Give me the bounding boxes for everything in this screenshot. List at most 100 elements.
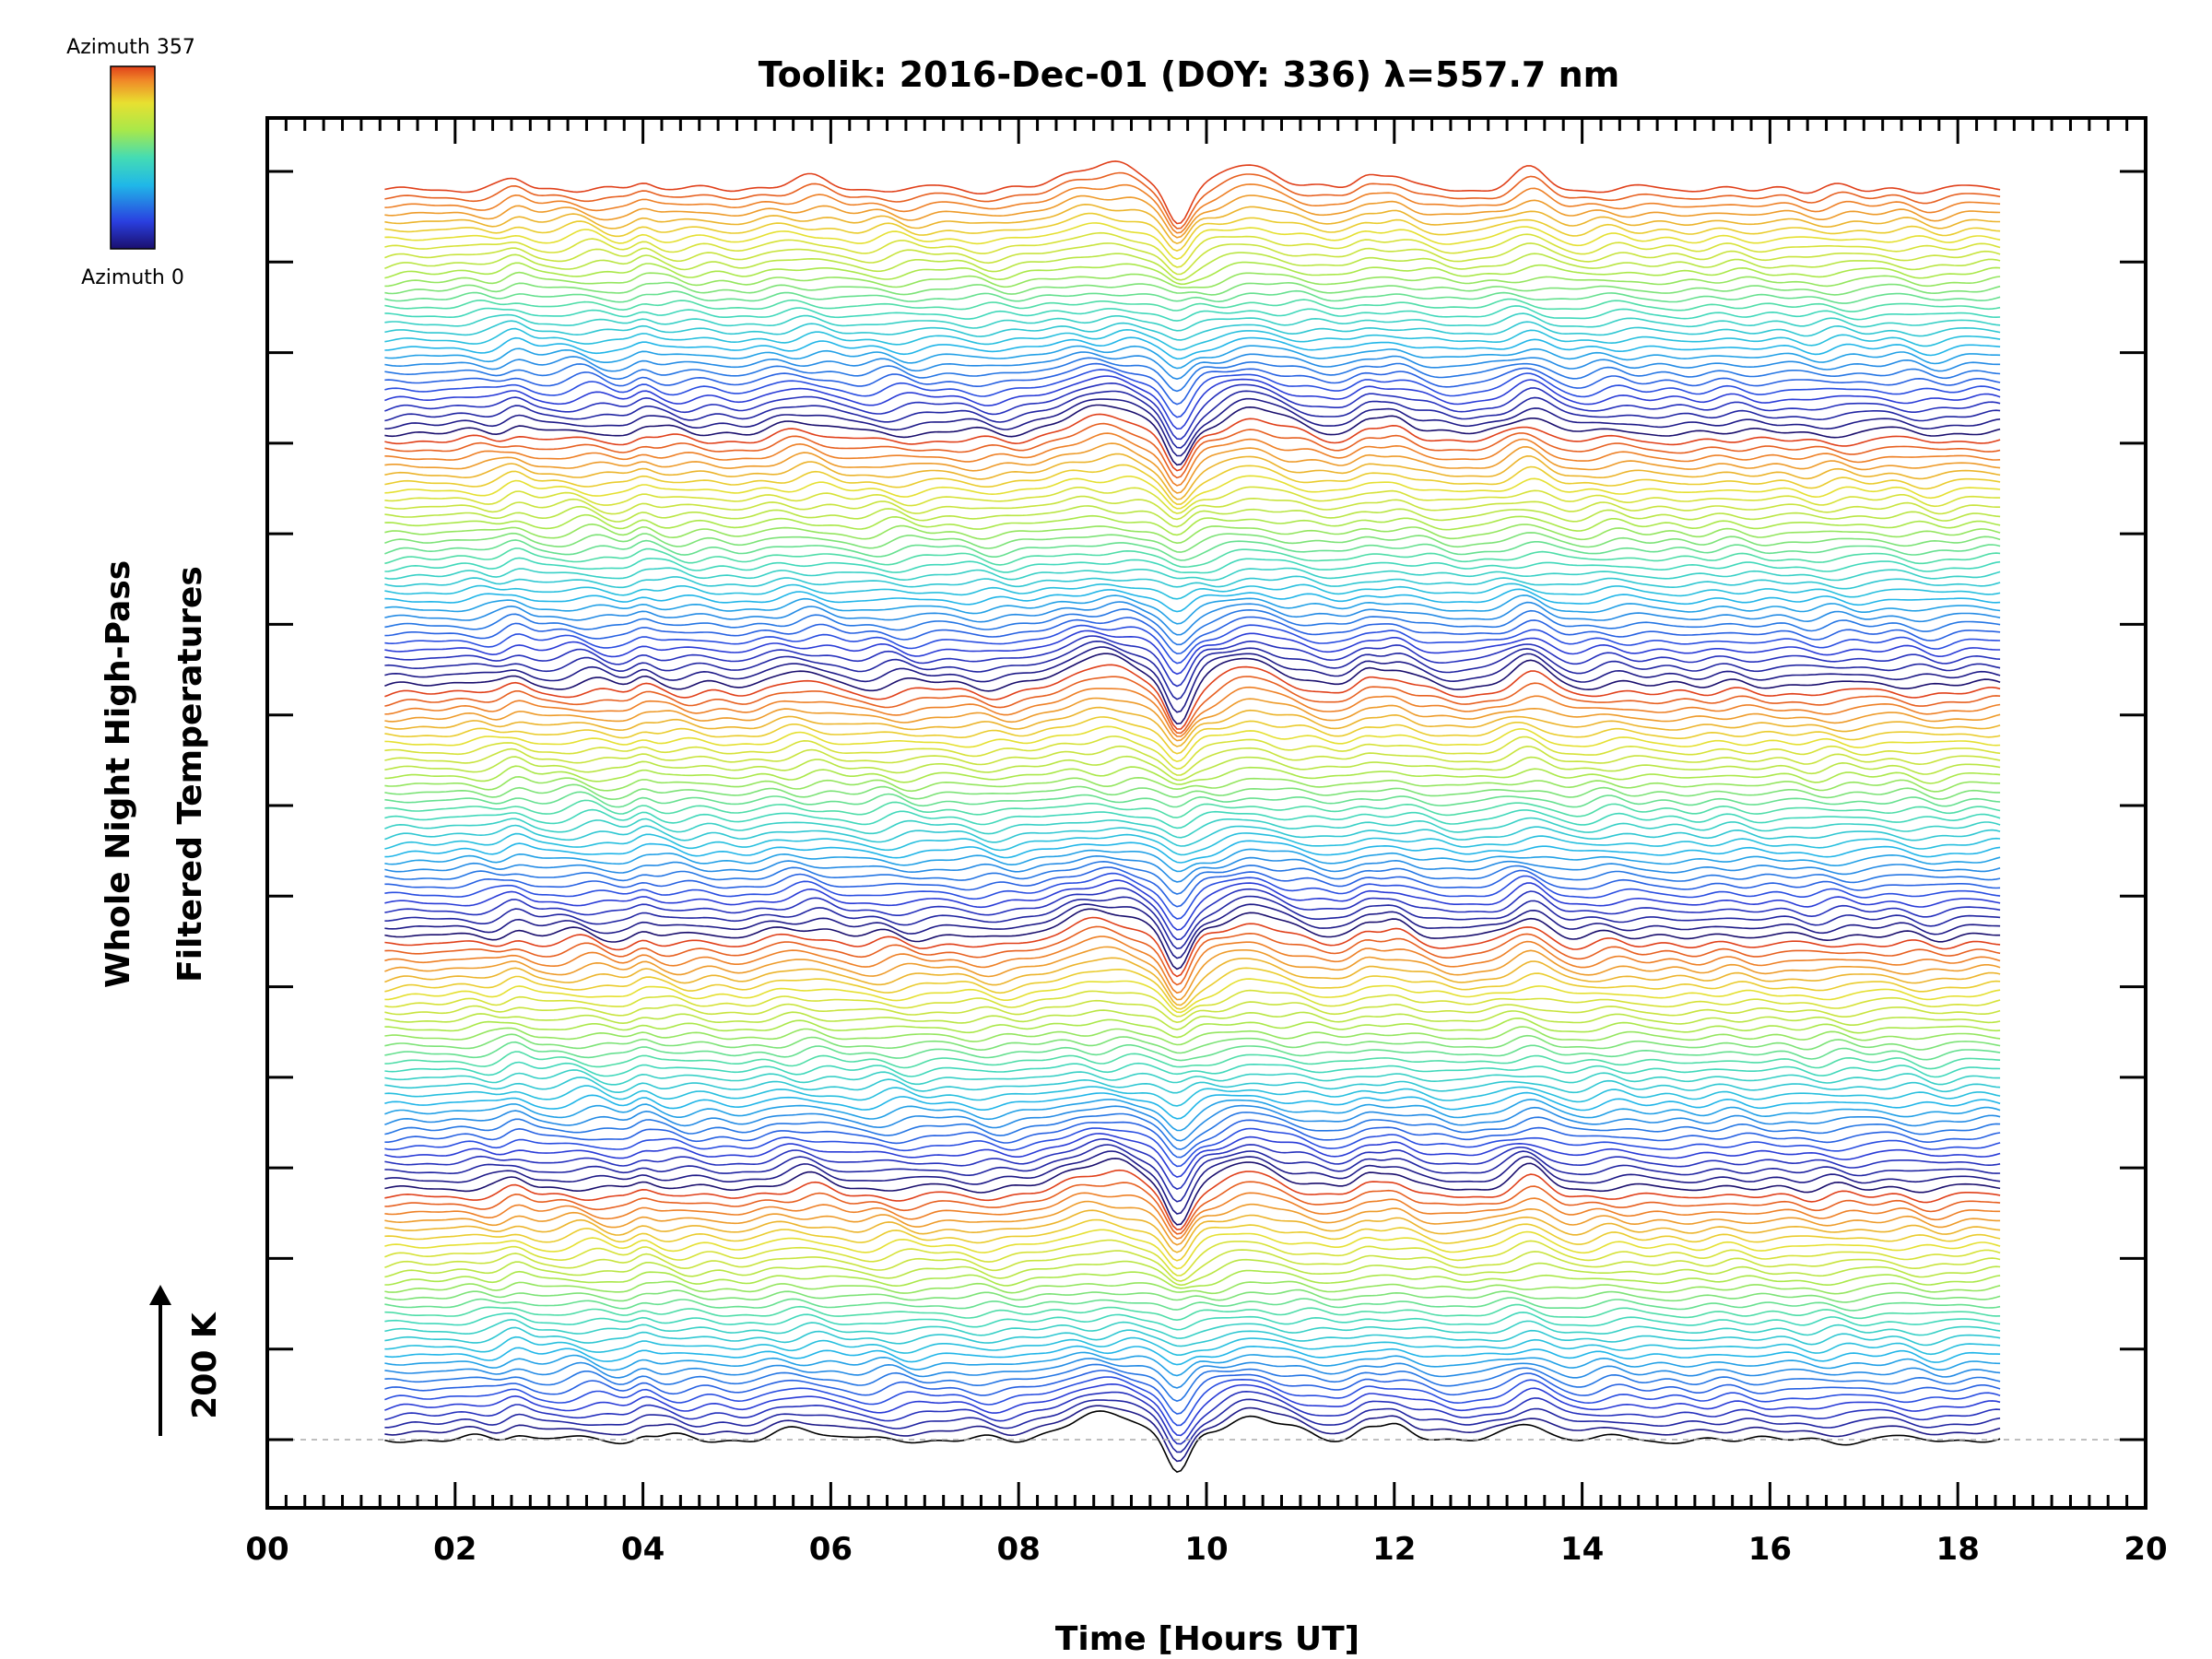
trace-line xyxy=(384,1351,2001,1377)
trace-line xyxy=(384,783,2001,801)
trace-line xyxy=(384,369,2001,418)
trace-line xyxy=(384,404,2001,466)
trace-line xyxy=(384,212,2001,252)
trace-line xyxy=(384,397,2001,457)
trace-line xyxy=(384,1312,2001,1331)
trace-line xyxy=(384,629,2001,676)
trace-line xyxy=(384,1133,2001,1178)
trace-line xyxy=(384,1258,2001,1287)
trace-line xyxy=(384,1181,2001,1235)
trace-line xyxy=(384,486,2001,514)
trace-line xyxy=(384,903,2001,959)
trace-line xyxy=(384,1326,2001,1347)
trace-line xyxy=(384,808,2001,830)
trace-line xyxy=(384,1119,2001,1159)
scale-bar: 200 K xyxy=(149,1285,224,1436)
axis-ticks xyxy=(265,118,2147,1508)
trace-line xyxy=(384,999,2001,1024)
trace-group xyxy=(384,160,2001,1474)
trace-line xyxy=(384,575,2001,590)
trace-line xyxy=(384,1318,2001,1339)
trace-line xyxy=(384,1091,2001,1120)
trace-line xyxy=(384,635,2001,688)
trace-line xyxy=(384,588,2001,613)
trace-line xyxy=(384,475,2001,510)
trace-line xyxy=(384,608,2001,646)
trace-line xyxy=(384,231,2001,268)
trace-line xyxy=(384,1112,2001,1150)
trace-line xyxy=(384,1150,2001,1215)
x-tick-label: 14 xyxy=(1560,1531,1604,1568)
trace-line xyxy=(384,1051,2001,1070)
trace-line xyxy=(384,345,2001,370)
trace-line xyxy=(384,362,2001,406)
x-tick-label: 16 xyxy=(1748,1531,1792,1568)
trace-line xyxy=(384,194,2001,239)
trace-line xyxy=(384,887,2001,941)
trace-line xyxy=(384,1239,2001,1277)
trace-line xyxy=(384,646,2001,713)
trace-line xyxy=(384,686,2001,737)
trace-line xyxy=(384,252,2001,281)
trace-line xyxy=(384,791,2001,808)
trace-line xyxy=(384,557,2001,574)
trace-line xyxy=(384,1269,2001,1289)
trace-line xyxy=(384,1376,2001,1427)
trace-line xyxy=(384,1077,2001,1094)
trace-line xyxy=(384,242,2001,276)
y-axis-title-line1: Whole Night High-Pass xyxy=(100,560,137,988)
colorbar-bottom-label: Azimuth 0 xyxy=(81,266,184,289)
trace-line xyxy=(384,935,2001,994)
trace-line xyxy=(384,351,2001,381)
trace-line xyxy=(384,989,2001,1018)
trace-line xyxy=(384,697,2001,742)
scale-bar-arrow-head xyxy=(149,1285,171,1305)
trace-line xyxy=(384,567,2001,582)
trace-line xyxy=(384,1363,2001,1402)
trace-line xyxy=(384,1303,2001,1322)
trace-line xyxy=(384,978,2001,1014)
trace-line xyxy=(384,1104,2001,1142)
trace-line xyxy=(384,1345,2001,1366)
trace-line xyxy=(384,1169,2001,1230)
trace-line xyxy=(384,1069,2001,1086)
trace-line xyxy=(384,357,2001,393)
trace-line xyxy=(384,271,2001,288)
trace-line xyxy=(384,1229,2001,1270)
trace-line xyxy=(384,908,2001,971)
trace-line xyxy=(384,464,2001,505)
trace-line xyxy=(384,765,2001,785)
trace-line xyxy=(384,967,2001,1010)
trace-line xyxy=(384,1249,2001,1282)
trace-line xyxy=(384,513,2001,536)
trace-line xyxy=(384,957,2001,1006)
trace-line xyxy=(384,755,2001,782)
trace-line xyxy=(384,390,2001,449)
trace-line xyxy=(384,222,2001,260)
trace-line xyxy=(384,183,2001,234)
trace-line xyxy=(384,860,2001,895)
trace-line xyxy=(384,640,2001,700)
trace-line xyxy=(384,281,2001,296)
x-tick-label: 18 xyxy=(1936,1531,1980,1568)
trace-line xyxy=(384,505,2001,528)
trace-line xyxy=(384,203,2001,245)
trace-line xyxy=(384,413,2001,472)
x-tick-label: 00 xyxy=(245,1531,288,1568)
trace-line xyxy=(384,422,2001,479)
trace-line xyxy=(384,432,2001,487)
x-tick-label: 02 xyxy=(433,1531,477,1568)
trace-line xyxy=(384,872,2001,920)
trace-line xyxy=(384,382,2001,441)
trace-line xyxy=(384,375,2001,430)
trace-line xyxy=(384,653,2001,725)
trace-line xyxy=(384,1370,2001,1415)
trace-line xyxy=(384,1382,2001,1437)
trace-line xyxy=(384,547,2001,569)
trace-line xyxy=(384,706,2001,747)
trace-line xyxy=(384,1041,2001,1062)
trace-line xyxy=(384,1410,2001,1474)
trace-line xyxy=(384,582,2001,600)
trace-line xyxy=(384,1017,2001,1039)
trace-line xyxy=(384,624,2001,665)
